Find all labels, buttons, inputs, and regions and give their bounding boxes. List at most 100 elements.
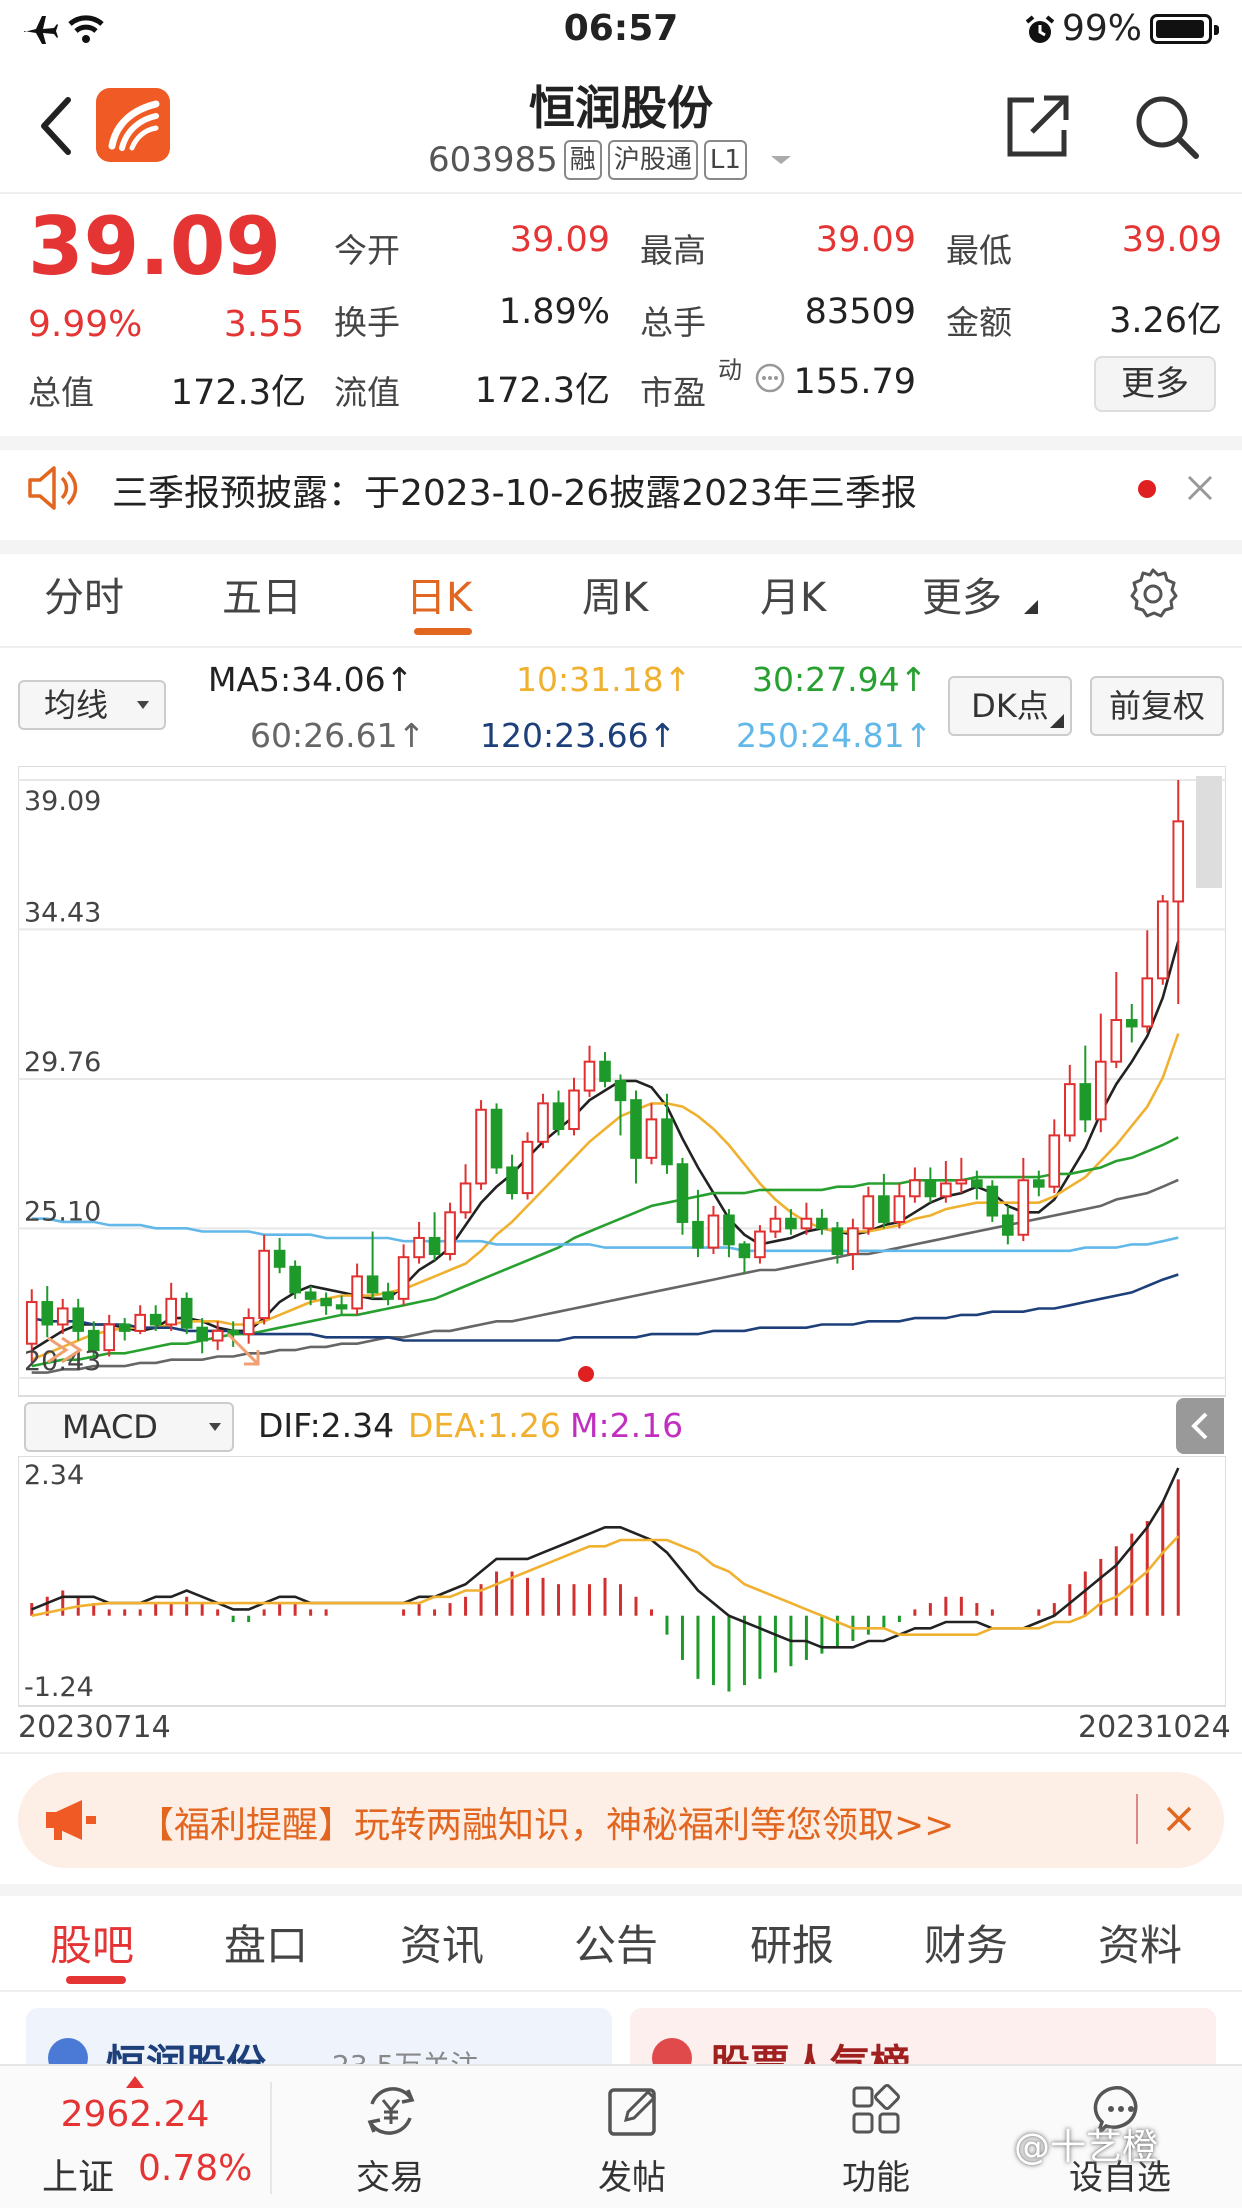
candle-body — [692, 1220, 704, 1249]
tab-orderbook[interactable]: 盘口 — [224, 1921, 309, 1970]
label-volume: 总手 — [640, 303, 706, 342]
value-low: 39.09 — [1121, 220, 1222, 260]
signal-arrow-icon — [226, 1332, 260, 1366]
candle-body — [1141, 977, 1154, 1028]
ma-select-label: 均线 — [44, 686, 109, 724]
tab-more-corner-icon — [1024, 600, 1038, 614]
nav-watchlist-label: 设自选 — [1069, 2158, 1171, 2198]
candle-body — [366, 1275, 379, 1294]
tab-intraday[interactable]: 分时 — [44, 575, 124, 621]
label-low: 最低 — [946, 231, 1012, 270]
ma30-value: 30:27.94↑ — [752, 660, 928, 699]
candle-body — [134, 1313, 147, 1332]
tab-weekly-k[interactable]: 周K — [582, 575, 649, 621]
index-value[interactable]: 2962.24 — [60, 2094, 210, 2135]
candle-body — [382, 1291, 394, 1300]
macd-select[interactable]: MACD — [24, 1402, 234, 1452]
candle-body — [1172, 820, 1185, 903]
value-open: 39.09 — [509, 220, 610, 260]
index-up-icon — [126, 2076, 144, 2088]
close-promo-icon[interactable] — [1164, 1804, 1194, 1834]
candle-body — [304, 1291, 317, 1300]
megaphone-icon — [46, 1800, 96, 1840]
status-bar: 06:57 99% — [0, 0, 1242, 60]
adjust-label: 前复权 — [1108, 687, 1205, 725]
bottom-tab-indicator — [66, 1976, 126, 1984]
tab-research[interactable]: 研报 — [750, 1921, 835, 1970]
collapse-panel-button[interactable] — [1176, 1398, 1224, 1454]
promo-banner[interactable]: 【福利提醒】玩转两融知识，神秘福利等您领取>> — [18, 1772, 1224, 1868]
settings-gear-icon[interactable] — [1126, 566, 1180, 620]
more-quote-button[interactable]: 更多 — [1094, 356, 1216, 412]
notice-text[interactable]: 三季报预披露：于2023-10-26披露2023年三季报 — [112, 473, 917, 514]
stock-code: 603985 — [428, 140, 558, 180]
search-icon[interactable] — [1132, 92, 1200, 160]
bottom-nav: 2962.24 上证 0.78% 交易 发帖 功能 设自选 @十艺 — [0, 2064, 1242, 2208]
back-arrow-icon[interactable] — [38, 96, 74, 156]
candle-body — [599, 1060, 611, 1082]
candle-body — [165, 1297, 177, 1326]
candle-body — [1063, 1083, 1076, 1137]
candle-body — [1033, 1179, 1045, 1188]
y-tick-label: 39.09 — [24, 786, 101, 817]
candle-body — [1110, 1019, 1123, 1063]
tab-profile[interactable]: 资料 — [1098, 1921, 1183, 1970]
candle-body — [614, 1079, 627, 1102]
close-notice-icon[interactable] — [1186, 474, 1214, 502]
candle-body — [630, 1099, 642, 1159]
watermark: @十艺橙 — [1014, 2127, 1159, 2168]
value-high: 39.09 — [815, 220, 916, 260]
status-time: 06:57 — [563, 8, 679, 49]
y-tick-label: 34.43 — [24, 897, 101, 928]
date-start: 20230714 — [18, 1710, 171, 1745]
yen-cycle-icon — [367, 2087, 415, 2135]
ma5-value: MA5:34.06↑ — [208, 660, 414, 699]
candle-body — [289, 1265, 301, 1294]
candle-body — [180, 1297, 193, 1329]
tab-five-day[interactable]: 五日 — [222, 575, 302, 621]
candle-body — [227, 1329, 239, 1336]
ma-select[interactable]: 均线 — [18, 680, 166, 730]
dk-corner-icon — [1050, 714, 1064, 728]
tab-forum[interactable]: 股吧 — [50, 1921, 135, 1970]
edit-post-icon — [608, 2088, 657, 2136]
share-icon[interactable] — [1004, 92, 1072, 160]
value-pe: 155.79 — [793, 362, 916, 402]
tab-more[interactable]: 更多 — [922, 575, 1002, 621]
pe-superscript: 动 — [718, 356, 742, 384]
promo-divider — [1136, 1794, 1138, 1844]
candle-body — [1079, 1083, 1092, 1121]
candle-body — [924, 1179, 937, 1198]
value-amount: 3.26亿 — [1109, 301, 1222, 341]
battery-icon — [1150, 14, 1219, 44]
tab-announcements[interactable]: 公告 — [574, 1921, 659, 1970]
nav-features-label: 功能 — [842, 2158, 910, 2198]
candle-body — [490, 1108, 503, 1169]
tab-daily-k[interactable]: 日K — [406, 575, 473, 621]
candle-body — [971, 1179, 983, 1188]
candle-body — [955, 1179, 968, 1185]
candle-body — [258, 1249, 270, 1320]
pe-info-icon[interactable] — [754, 362, 786, 394]
tab-news[interactable]: 资讯 — [400, 1921, 485, 1970]
active-tab-indicator — [414, 628, 472, 635]
event-marker-dot[interactable] — [578, 1366, 594, 1382]
label-open: 今开 — [334, 231, 400, 270]
candle-body — [413, 1236, 425, 1259]
macd-chart[interactable]: 2.34 -1.24 — [18, 1456, 1226, 1708]
adjust-button[interactable]: 前复权 — [1090, 676, 1224, 736]
candle-body — [196, 1326, 208, 1342]
candle-body — [273, 1249, 286, 1268]
candle-body — [940, 1182, 952, 1198]
tag-level: L1 — [703, 140, 747, 180]
chart-scroll-thumb[interactable] — [1196, 776, 1222, 888]
label-turnover: 换手 — [334, 303, 400, 342]
dk-point-button[interactable]: DK点 — [948, 676, 1072, 736]
caret-down-icon[interactable] — [767, 150, 795, 170]
unread-dot — [1138, 480, 1156, 498]
tab-financials[interactable]: 财务 — [924, 1921, 1009, 1970]
tab-monthly-k[interactable]: 月K — [760, 575, 827, 621]
index-name: 上证 — [42, 2157, 115, 2198]
candle-body — [242, 1317, 255, 1336]
